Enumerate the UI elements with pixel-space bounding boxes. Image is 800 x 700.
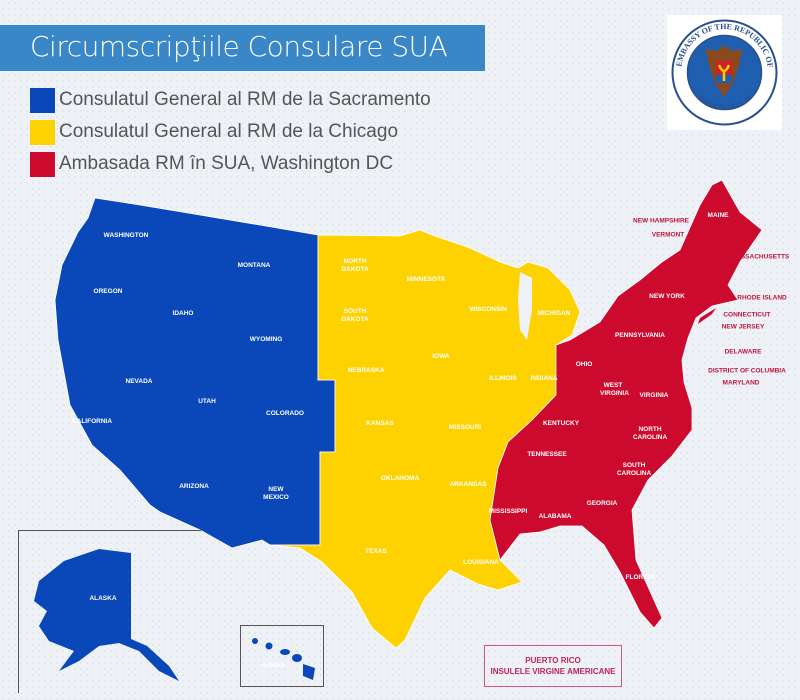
- legend: Consulatul General al RM de la Sacrament…: [30, 84, 431, 180]
- state-label-nebraska: NEBRASKA: [347, 367, 385, 374]
- state-label-idaho: IDAHO: [172, 310, 194, 317]
- state-label-indiana: INDIANA: [530, 375, 558, 382]
- alaska-shape: [34, 549, 179, 681]
- state-label-michigan: MICHIGAN: [537, 310, 571, 317]
- legend-item-washington: Ambasada RM în SUA, Washington DC: [30, 148, 431, 180]
- label-maryland: MARYLAND: [722, 379, 760, 387]
- state-label-wisconsin: WISCONSIN: [469, 306, 507, 313]
- label-connecticut: CONNECTICUT: [723, 311, 771, 319]
- lake-michigan: [518, 272, 532, 340]
- state-label-south-carolina: SOUTH CAROLINA: [616, 462, 652, 477]
- state-label-california: CALIFORNIA: [71, 418, 113, 425]
- state-label-tennessee: TENNESSEE: [527, 451, 567, 458]
- state-label-missouri: MISSOURI: [448, 424, 482, 431]
- alaska-inset: ALASKA: [18, 530, 201, 693]
- legend-label: Ambasada RM în SUA, Washington DC: [59, 153, 394, 174]
- state-label-colorado: COLORADO: [266, 410, 304, 417]
- state-label-new-mexico: NEW MEXICO: [263, 486, 289, 501]
- state-label-arizona: ARIZONA: [179, 483, 209, 490]
- state-label-wyoming: WYOMING: [249, 336, 283, 343]
- label-delaware: DELAWARE: [724, 348, 762, 356]
- state-label-virginia: VIRGINIA: [639, 392, 669, 399]
- label-new-hampshire: NEW HAMPSHIRE: [633, 217, 689, 225]
- state-label-north-dakota: NORTH DAKOTA: [341, 258, 369, 273]
- state-label-alabama: ALABAMA: [538, 513, 572, 520]
- state-label-alaska: ALASKA: [89, 595, 117, 602]
- territories-box: PUERTO RICO INSULELE VIRGINE AMERICANE: [484, 645, 622, 687]
- hawaii-shape: [252, 638, 315, 680]
- page-title: Circumscripţiile Consulare SUA: [30, 30, 448, 63]
- label-district-of-columbia: DISTRICT OF COLUMBIA: [708, 367, 786, 375]
- state-label-maine: MAINE: [707, 212, 729, 219]
- state-label-washington: WASHINGTON: [103, 232, 149, 239]
- legend-label: Consulatul General al RM de la Sacrament…: [59, 89, 431, 110]
- legend-swatch-yellow: [30, 119, 55, 145]
- title-bar: Circumscripţiile Consulare SUA: [0, 25, 485, 71]
- hawaii-inset: HAWAII: [240, 625, 324, 687]
- label-vermont: VERMONT: [651, 231, 685, 239]
- state-label-arkansas: ARKANSAS: [449, 481, 487, 488]
- label-rhode-island: RHODE ISLAND: [737, 294, 787, 302]
- state-label-illinois: ILLINOIS: [489, 375, 517, 382]
- state-label-mississippi: MISSISSIPPI: [488, 508, 528, 515]
- state-label-utah: UTAH: [198, 398, 216, 405]
- label-virgin-islands: INSULELE VIRGINE AMERICANE: [490, 667, 616, 676]
- label-massachusetts: MASSACHUSETTS: [730, 253, 790, 261]
- state-label-kentucky: KENTUCKY: [542, 420, 580, 427]
- state-label-texas: TEXAS: [365, 548, 387, 555]
- state-label-iowa: IOWA: [432, 353, 450, 360]
- state-label-south-dakota: SOUTH DAKOTA: [341, 308, 369, 323]
- region-sacramento[interactable]: [54, 197, 336, 549]
- seal-emblem-icon: EMBASSY OF THE REPUBLIC OF MOLDOVA WASHI…: [663, 8, 778, 126]
- state-label-west-virginia: WEST VIRGINIA: [600, 382, 629, 397]
- state-label-minnesota: MINNESOTA: [406, 276, 446, 283]
- state-label-oklahoma: OKLAHOMA: [380, 475, 420, 482]
- state-label-oregon: OREGON: [93, 288, 123, 295]
- state-label-north-carolina: NORTH CAROLINA: [632, 426, 668, 441]
- long-island: [698, 308, 716, 324]
- state-label-montana: MONTANA: [237, 262, 271, 269]
- legend-item-sacramento: Consulatul General al RM de la Sacrament…: [30, 84, 431, 116]
- state-label-pennsylvania: PENNSYLVANIA: [615, 332, 665, 339]
- region-washington-dc[interactable]: [489, 179, 763, 629]
- state-label-ohio: OHIO: [575, 361, 593, 368]
- label-new-jersey: NEW JERSEY: [721, 323, 765, 331]
- state-label-hawaii: HAWAII: [261, 662, 285, 669]
- legend-label: Consulatul General al RM de la Chicago: [59, 121, 399, 142]
- state-label-florida: FLORIDA: [625, 574, 655, 581]
- embassy-seal: EMBASSY OF THE REPUBLIC OF MOLDOVA WASHI…: [663, 8, 782, 130]
- legend-item-chicago: Consulatul General al RM de la Chicago: [30, 116, 431, 148]
- label-puerto-rico: PUERTO RICO: [525, 656, 581, 665]
- state-label-georgia: GEORGIA: [586, 500, 618, 507]
- state-label-louisiana: LOUISIANA: [463, 559, 499, 566]
- state-label-new-york: NEW YORK: [649, 293, 685, 300]
- state-label-kansas: KANSAS: [366, 420, 394, 427]
- state-label-nevada: NEVADA: [125, 378, 153, 385]
- legend-swatch-blue: [30, 87, 55, 113]
- legend-swatch-red: [30, 151, 55, 177]
